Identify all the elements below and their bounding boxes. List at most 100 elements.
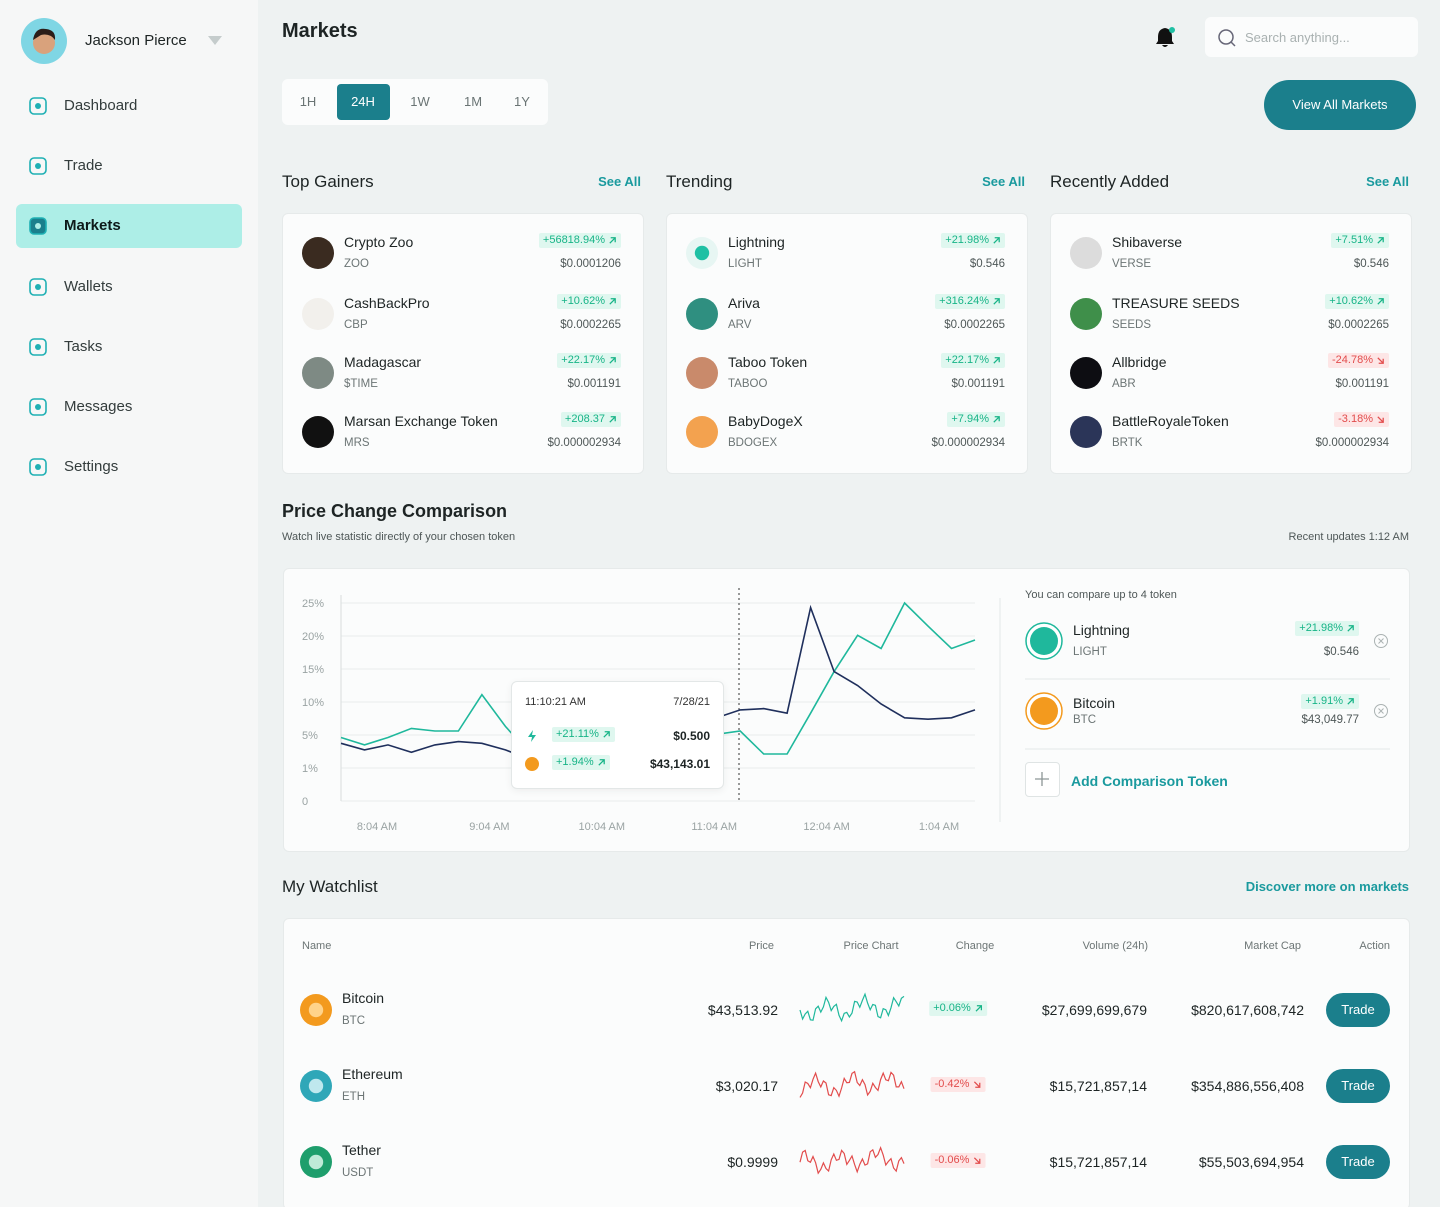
timeframe-tab[interactable]: 1W xyxy=(410,94,430,110)
sparkline xyxy=(799,1145,905,1175)
change-badge: -0.06% xyxy=(930,1153,986,1169)
discover-link[interactable]: Discover more on markets xyxy=(1245,879,1409,895)
token-price: $0.0002265 xyxy=(560,319,621,332)
sidebar xyxy=(0,0,258,1207)
token-name: Marsan Exchange Token xyxy=(344,412,498,429)
change-text: -3.18% xyxy=(1338,413,1373,425)
comparison-subtitle: Watch live statistic directly of your ch… xyxy=(282,531,516,544)
coin-inner xyxy=(308,1002,324,1018)
nav-icon xyxy=(29,278,47,296)
timeframe-tab[interactable]: 1H xyxy=(299,94,317,110)
see-all-link[interactable]: See All xyxy=(1366,174,1409,190)
change-badge: +7.51% xyxy=(1331,233,1389,249)
view-all-button[interactable] xyxy=(1264,80,1416,130)
coin-bg xyxy=(686,416,718,448)
coin-bg xyxy=(686,298,718,330)
column-header: Volume (24h) xyxy=(1082,940,1148,953)
trade-button[interactable] xyxy=(1326,993,1390,1027)
arrow-icon xyxy=(603,731,610,738)
trade-button[interactable] xyxy=(1326,1069,1390,1103)
notification-bell xyxy=(1156,27,1175,47)
token-symbol: LIGHT xyxy=(728,258,762,271)
change-badge: +1.94% xyxy=(552,755,610,771)
token-price: $0.000002934 xyxy=(931,437,1005,450)
arrow-icon xyxy=(993,237,1000,244)
coin-inner xyxy=(308,1154,324,1170)
change-badge: +1.91% xyxy=(1301,694,1359,710)
nav-icon-shape xyxy=(29,398,47,416)
remove-token-button xyxy=(1374,704,1388,718)
nav-item[interactable]: Dashboard xyxy=(64,97,138,114)
change-badge: +56818.94% xyxy=(538,233,621,249)
remove-token-button xyxy=(1374,634,1388,648)
arrow-icon xyxy=(609,298,616,305)
coin-bg xyxy=(302,357,334,389)
change-badge: -3.18% xyxy=(1334,412,1389,428)
timeframe-box xyxy=(282,79,548,125)
avatar-face xyxy=(33,32,55,54)
nav-icon xyxy=(29,217,47,235)
avatar xyxy=(21,18,67,64)
arrow-icon xyxy=(609,357,616,364)
token-price: $0.001191 xyxy=(1335,378,1389,391)
arrow-icon xyxy=(975,1005,982,1012)
token-symbol: MRS xyxy=(344,437,370,450)
nav-icon-shape xyxy=(29,97,47,115)
token-price: $0.001191 xyxy=(951,378,1005,391)
nav-icon-dot xyxy=(35,344,41,350)
dot xyxy=(525,757,539,771)
token-price: $0.546 xyxy=(969,258,1005,271)
add-comparison-token[interactable]: Add Comparison Token xyxy=(1071,772,1228,789)
nav-item[interactable]: Tasks xyxy=(64,338,103,355)
change-badge: +316.24% xyxy=(935,294,1005,310)
trade-button[interactable] xyxy=(1326,1145,1390,1179)
nav-item[interactable]: Trade xyxy=(64,157,103,174)
timeframe-tab[interactable]: 24H xyxy=(351,94,375,110)
coin-price: $3,020.17 xyxy=(715,1077,778,1094)
coin-symbol: BTC xyxy=(342,1015,365,1028)
avatar-hair xyxy=(33,28,56,40)
trade-label[interactable]: Trade xyxy=(1341,1154,1375,1170)
timeframe-tab[interactable]: 1M xyxy=(463,94,483,110)
nav-item[interactable]: Settings xyxy=(64,458,119,475)
search-box[interactable] xyxy=(1205,17,1418,57)
coin-icon xyxy=(300,1146,332,1178)
change-text: -0.42% xyxy=(934,1078,970,1090)
page-title: Markets xyxy=(282,20,358,42)
plus xyxy=(1035,772,1049,786)
trade-label[interactable]: Trade xyxy=(1341,1002,1375,1018)
compare-token-price: $0.546 xyxy=(1323,646,1359,659)
change-text: -24.78% xyxy=(1332,354,1373,366)
watchlist-title: My Watchlist xyxy=(282,876,378,896)
token-price: $0.0002265 xyxy=(944,319,1005,332)
nav-icon-dot xyxy=(35,284,41,290)
token-symbol: SEEDS xyxy=(1112,319,1151,332)
coin-name: Bitcoin xyxy=(342,989,385,1006)
change-badge: +208.37 xyxy=(560,412,621,428)
nav-item[interactable]: Markets xyxy=(64,217,121,234)
arrow-icon xyxy=(993,357,1000,364)
token-icon xyxy=(686,416,718,448)
add-token-box[interactable] xyxy=(1025,762,1060,797)
nav-item[interactable]: Wallets xyxy=(64,278,113,295)
see-all-link[interactable]: See All xyxy=(598,174,641,190)
nav-item[interactable]: Messages xyxy=(64,398,133,415)
change-text: +1.94% xyxy=(556,756,594,768)
change-badge: +21.98% xyxy=(1295,621,1359,637)
timeframe-tab[interactable]: 1Y xyxy=(514,94,530,110)
arrow-icon xyxy=(1347,698,1354,705)
compare-token-name: Lightning xyxy=(1073,621,1130,638)
nav-icon-shape xyxy=(29,458,47,476)
trade-label[interactable]: Trade xyxy=(1341,1078,1375,1094)
change-text: -0.06% xyxy=(934,1154,970,1166)
column-header: Price xyxy=(748,940,774,953)
coin-name: Tether xyxy=(342,1141,381,1158)
nav-icon-dot xyxy=(35,163,41,169)
coin-volume: $15,721,857,14 xyxy=(1049,1153,1147,1170)
see-all-link[interactable]: See All xyxy=(982,174,1025,190)
sparkline-path xyxy=(799,1145,905,1175)
search-placeholder: Search anything... xyxy=(1245,30,1350,46)
token-icon xyxy=(302,416,334,448)
search-icon xyxy=(1218,29,1236,47)
arrow-icon xyxy=(609,416,616,423)
